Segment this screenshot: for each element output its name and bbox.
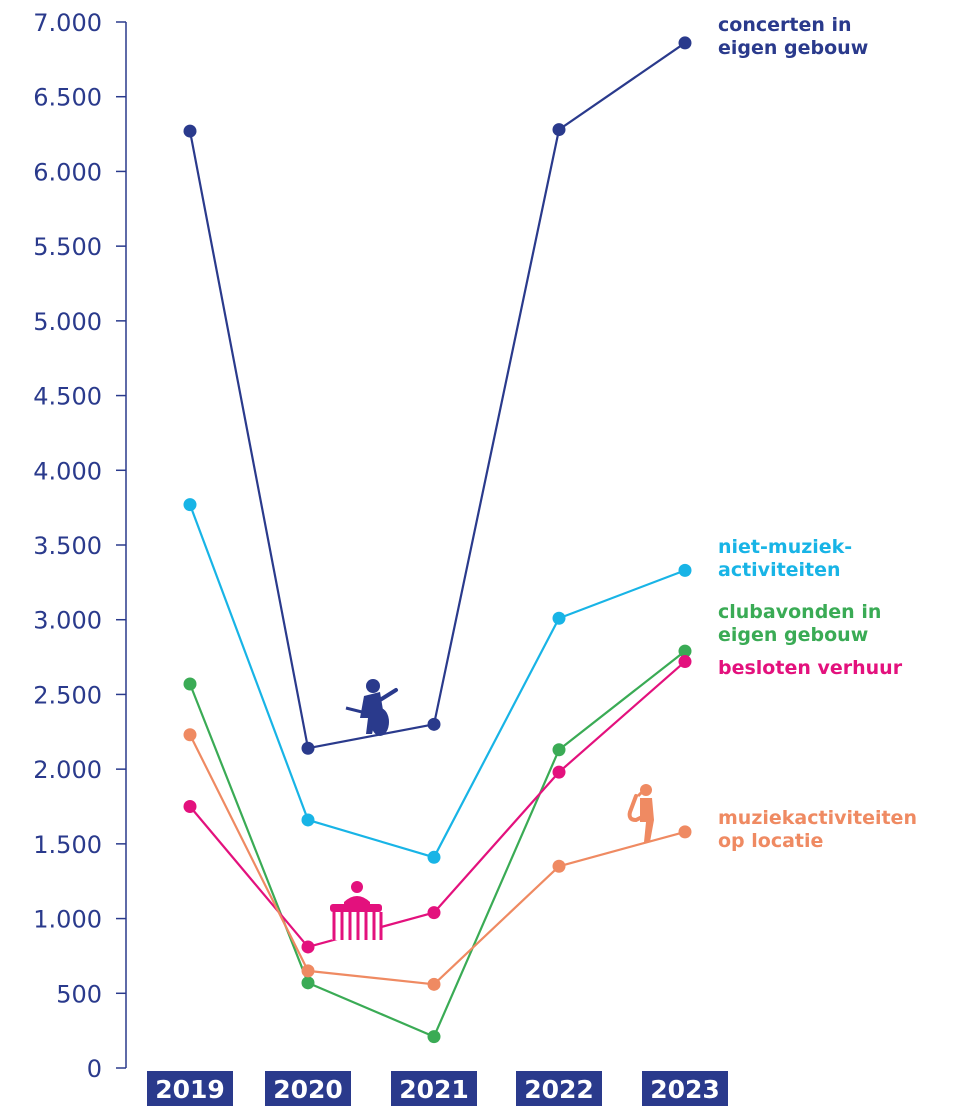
- data-point: [678, 36, 692, 50]
- y-tick-label: 5.500: [33, 233, 102, 261]
- data-point: [427, 1030, 441, 1044]
- y-tick-label: 1.000: [33, 906, 102, 934]
- series-besloten: besloten verhuur: [183, 655, 903, 954]
- y-tick-label: 2.500: [33, 681, 102, 709]
- series-label: eigen gebouw: [718, 37, 868, 59]
- y-tick-label: 6.500: [33, 84, 102, 112]
- data-point: [552, 765, 566, 779]
- data-point: [183, 124, 197, 138]
- year-box: [391, 1071, 477, 1106]
- y-tick-label: 4.000: [33, 457, 102, 485]
- x-tick-label: 2021: [399, 1075, 469, 1104]
- x-tick-label: 2023: [650, 1075, 720, 1104]
- y-tick-label: 2.000: [33, 756, 102, 784]
- x-tick-label: 2020: [273, 1075, 343, 1104]
- data-point: [678, 655, 692, 669]
- data-point: [301, 976, 315, 990]
- series-label: concerten in: [718, 14, 852, 36]
- year-box: [516, 1071, 602, 1106]
- data-point: [301, 964, 315, 978]
- data-point: [183, 728, 197, 742]
- data-point: [678, 563, 692, 577]
- year-box: [147, 1071, 233, 1106]
- data-point: [427, 850, 441, 864]
- series-label: niet-muziek-: [718, 536, 852, 558]
- series-niet_muziek: niet-muziek-activiteiten: [183, 498, 852, 864]
- year-box: [265, 1071, 351, 1106]
- year-box: [642, 1071, 728, 1106]
- y-tick-label: 0: [87, 1055, 102, 1083]
- series-label: clubavonden in: [718, 601, 881, 623]
- data-point: [301, 741, 315, 755]
- series-label: muziekactiviteiten: [718, 807, 917, 829]
- x-tick-label: 2022: [524, 1075, 594, 1104]
- data-point: [427, 717, 441, 731]
- series-label: op locatie: [718, 830, 823, 852]
- data-point: [552, 611, 566, 625]
- series-line: [188, 504, 686, 859]
- y-axis: 0 500 1.000 1.500 2.000 2.500 3.000 3.500 4.000 4…: [33, 9, 127, 1083]
- data-point: [678, 644, 692, 658]
- data-point: [678, 825, 692, 839]
- x-axis: 2019 2020 2021 2022 2023: [147, 1071, 728, 1106]
- x-tick-label: 2019: [155, 1075, 225, 1104]
- data-point: [301, 813, 315, 827]
- y-tick-label: 1.500: [33, 831, 102, 859]
- data-point: [552, 859, 566, 873]
- series-label: eigen gebouw: [718, 624, 868, 646]
- saxophonist-icon: [627, 784, 654, 842]
- series-label: besloten verhuur: [718, 657, 903, 679]
- y-tick-label: 4.500: [33, 383, 102, 411]
- series-label: activiteiten: [718, 559, 841, 581]
- y-tick-label: 3.000: [33, 607, 102, 635]
- data-point: [183, 498, 197, 512]
- data-point: [427, 906, 441, 920]
- y-tick-label: 6.000: [33, 158, 102, 186]
- y-tick-label: 7.000: [33, 9, 102, 37]
- data-point: [301, 940, 315, 954]
- y-tick-label: 500: [56, 980, 102, 1008]
- y-tick-label: 5.000: [33, 308, 102, 336]
- data-point: [552, 743, 566, 757]
- data-point: [183, 800, 197, 813]
- data-point: [183, 677, 197, 691]
- icon-layer: [330, 679, 654, 940]
- guitarist-icon: [345, 679, 398, 736]
- series-line: [188, 42, 686, 750]
- y-tick-label: 3.500: [33, 532, 102, 560]
- data-point: [552, 123, 566, 137]
- dj-booth-icon: [330, 881, 383, 940]
- data-point: [427, 977, 441, 991]
